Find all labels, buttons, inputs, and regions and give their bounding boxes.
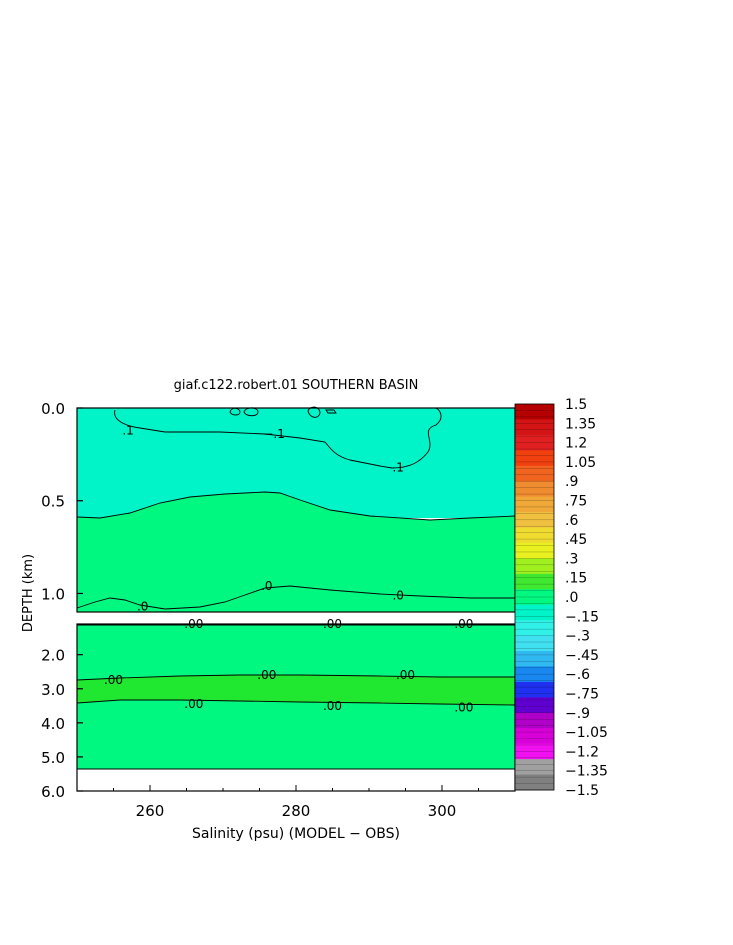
colorbar-swatch xyxy=(515,450,554,467)
colorbar-swatch xyxy=(515,712,554,729)
colorbar-swatch xyxy=(515,527,554,544)
colorbar-label: −.3 xyxy=(565,629,590,645)
contour-label: .00 xyxy=(323,699,342,713)
colorbar-swatch xyxy=(515,496,554,513)
contour-label: .00 xyxy=(454,617,473,631)
colorbar-label: −1.2 xyxy=(565,744,599,760)
lower-contours xyxy=(76,624,516,770)
colorbar-swatch xyxy=(515,666,554,683)
colorbar-label: .15 xyxy=(565,571,587,587)
upper-contours xyxy=(76,406,516,610)
x-tick-label: 260 xyxy=(136,802,165,820)
contour-label: .00 xyxy=(454,701,473,715)
colorbar-swatch xyxy=(515,743,554,760)
colorbar-label: .75 xyxy=(565,494,587,510)
y-tick-label: 3.0 xyxy=(41,681,65,699)
colorbar-label: .3 xyxy=(565,551,578,567)
colorbar-swatch xyxy=(515,434,554,451)
y-axis: 0.0 0.5 1.0 2.0 3.0 4.0 5.0 6.0 xyxy=(41,400,83,801)
x-axis: 260 280 300 xyxy=(76,785,516,820)
colorbar-swatch xyxy=(515,620,554,637)
y-tick-label: 4.0 xyxy=(41,715,65,733)
lower-region-missing xyxy=(77,769,515,791)
colorbar-swatch xyxy=(515,404,554,420)
colorbar-swatch xyxy=(515,542,554,559)
contour-label: .0 xyxy=(261,579,272,593)
colorbar-label: .9 xyxy=(565,474,578,490)
colorbar-label: 1.5 xyxy=(565,397,587,413)
colorbar-label: −.6 xyxy=(565,667,590,683)
y-tick-label: 5.0 xyxy=(41,749,65,767)
colorbar: 1.5 1.35 1.2 1.05 .9 .75 .6 .45 .3 .15 .0 −.15 −.3 −.… xyxy=(514,397,608,799)
contour-label: .00 xyxy=(396,668,415,682)
colorbar-label: .0 xyxy=(565,590,578,606)
colorbar-label: 1.35 xyxy=(565,416,596,432)
y-tick-label: 1.0 xyxy=(41,585,65,603)
y-tick-label: 0.0 xyxy=(41,400,65,418)
colorbar-swatch xyxy=(515,558,554,575)
colorbar-swatch xyxy=(515,419,554,436)
colorbar-swatch xyxy=(515,759,554,776)
colorbar-swatch xyxy=(515,635,554,652)
y-tick-label: 0.5 xyxy=(41,493,65,511)
colorbar-label: 1.05 xyxy=(565,455,596,471)
colorbar-label: −1.05 xyxy=(565,725,608,741)
contour-label: .00 xyxy=(104,673,123,687)
x-axis-label: Salinity (psu) (MODEL − OBS) xyxy=(192,826,400,842)
colorbar-swatch xyxy=(515,589,554,606)
colorbar-swatch xyxy=(515,465,554,482)
colorbar-swatch xyxy=(515,681,554,698)
colorbar-label: −.45 xyxy=(565,648,599,664)
contour-label: .1 xyxy=(122,423,133,437)
upper-region-bottom xyxy=(77,492,515,612)
colorbar-swatch xyxy=(515,774,554,791)
contour-label: .0 xyxy=(137,599,148,613)
colorbar-label: −1.5 xyxy=(565,783,599,799)
y-tick-label: 6.0 xyxy=(41,783,65,801)
contour-label: .1 xyxy=(392,460,403,474)
colorbar-swatch xyxy=(515,728,554,745)
contour-label: −.1 xyxy=(263,427,285,441)
contour-label: .00 xyxy=(257,668,276,682)
x-tick-label: 280 xyxy=(282,802,311,820)
colorbar-label: −.15 xyxy=(565,609,599,625)
colorbar-swatch xyxy=(515,573,554,590)
contour-labels: .1 −.1 .1 .0 .0 .0 .00 .00 .00 .00 .00 .00 .00 .00 .00 xyxy=(104,423,473,714)
y-tick-label: 2.0 xyxy=(41,647,65,665)
colorbar-swatch xyxy=(515,512,554,529)
x-tick-label: 300 xyxy=(428,802,457,820)
contour-label: .00 xyxy=(323,617,342,631)
colorbar-swatch xyxy=(515,481,554,498)
contour-label: .00 xyxy=(184,697,203,711)
colorbar-label: −1.35 xyxy=(565,764,608,780)
colorbar-label: .6 xyxy=(565,513,578,529)
contour-label: .00 xyxy=(184,617,203,631)
y-axis-label: DEPTH (km) xyxy=(21,554,36,632)
lower-panel xyxy=(76,623,516,792)
chart-title: giaf.c122.robert.01 SOUTHERN BASIN xyxy=(174,378,419,393)
contour-label: .0 xyxy=(392,588,403,602)
lower-region-band xyxy=(77,675,515,705)
colorbar-swatch xyxy=(515,697,554,714)
colorbar-label: .45 xyxy=(565,532,587,548)
colorbar-frame xyxy=(514,403,555,791)
colorbar-swatch xyxy=(515,604,554,621)
upper-panel xyxy=(76,406,516,613)
colorbar-label: −.75 xyxy=(565,687,599,703)
colorbar-label: −.9 xyxy=(565,706,590,722)
colorbar-label: 1.2 xyxy=(565,436,587,452)
colorbar-swatch xyxy=(515,651,554,667)
